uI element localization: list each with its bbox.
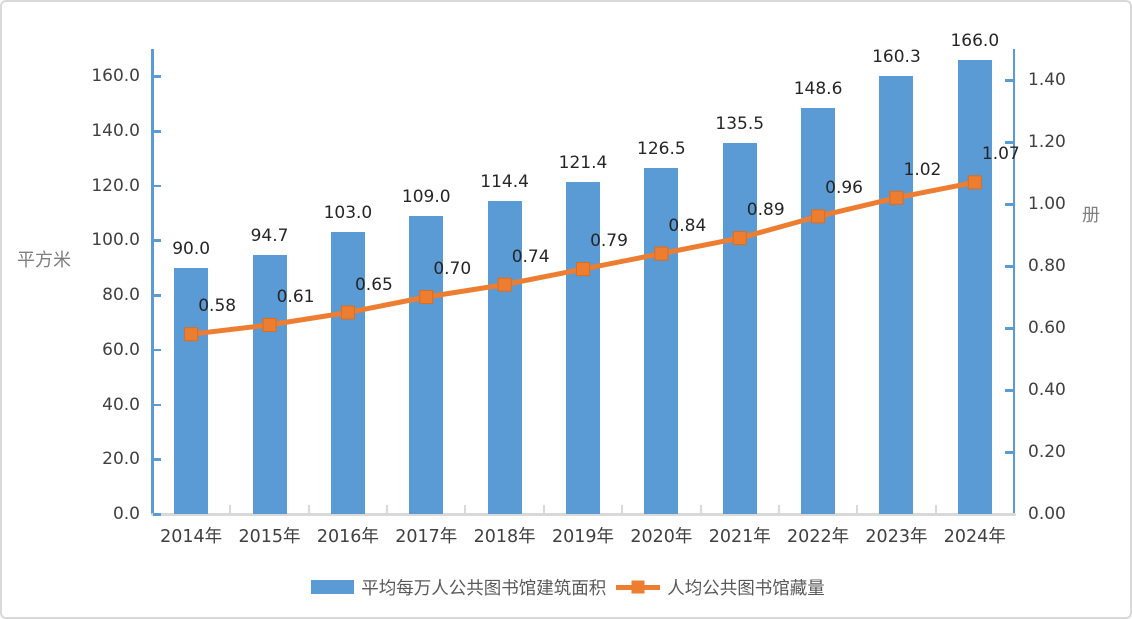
right-axis-tick (1005, 265, 1013, 268)
x-axis-label: 2020年 (630, 527, 693, 547)
x-axis-label: 2019年 (551, 527, 615, 547)
right-axis-tick-label: 0.00 (1028, 504, 1066, 524)
right-axis-tick-label: 0.60 (1028, 318, 1066, 338)
left-axis-title: 平方米 (17, 250, 71, 271)
line-value-label: 0.79 (590, 231, 628, 252)
left-axis-tick (153, 294, 161, 297)
legend-item-collection: 人均公共图书馆藏量 (616, 575, 825, 600)
bar-value-label: 166.0 (950, 30, 1000, 51)
x-axis-label: 2023年 (865, 527, 928, 547)
line-value-label: 0.61 (276, 286, 315, 307)
category-axis-tick (621, 505, 624, 513)
right-axis-tick-label: 0.40 (1028, 380, 1066, 400)
right-axis-tick-label: 1.00 (1028, 194, 1066, 214)
right-axis-tick-label: 0.80 (1028, 256, 1066, 276)
line-value-label: 0.58 (198, 296, 237, 317)
bar-value-label: 148.6 (793, 78, 843, 99)
right-axis-tick-label: 1.40 (1028, 70, 1066, 90)
x-axis-label: 2024年 (943, 527, 1006, 547)
left-axis-tick-label: 100.0 (91, 230, 140, 251)
x-axis-label: 2021年 (708, 527, 771, 547)
right-axis-tick (1005, 327, 1013, 330)
line-value-label: 0.84 (668, 215, 707, 236)
category-axis-tick (777, 505, 780, 513)
x-axis-label: 2022年 (787, 527, 850, 547)
left-axis-tick (153, 458, 161, 461)
left-axis-tick-label: 20.0 (102, 449, 140, 470)
line-value-label: 0.74 (511, 246, 550, 267)
left-value-axis (151, 49, 154, 514)
category-axis-tick (307, 505, 310, 513)
right-axis-tick (1005, 141, 1013, 144)
bar-value-label: 114.4 (480, 172, 529, 193)
x-axis-label: 2014年 (160, 527, 223, 547)
right-axis-title: 册 (1082, 205, 1100, 226)
line-marker-icon (631, 580, 645, 594)
category-axis-tick (386, 505, 389, 513)
category-axis (151, 513, 1016, 516)
left-axis-tick (153, 75, 161, 78)
x-axis-label: 2015年 (238, 527, 301, 547)
right-axis-tick-label: 1.20 (1028, 132, 1066, 152)
x-axis-label: 2018年 (473, 527, 536, 547)
right-axis-tick (1005, 79, 1013, 82)
bar-series-swatch-icon (311, 580, 355, 594)
bar-value-label: 109.0 (401, 186, 451, 207)
left-axis-tick-label: 140.0 (91, 121, 140, 142)
bar-value-label: 135.5 (715, 114, 765, 135)
bar-value-label: 94.7 (250, 225, 289, 246)
left-axis-tick (153, 239, 161, 242)
line-series-swatch-icon (616, 580, 661, 594)
line-value-label: 1.02 (903, 159, 942, 180)
legend-item-building-area: 平均每万人公共图书馆建筑面积 (311, 575, 606, 600)
legend-label-collection: 人均公共图书馆藏量 (667, 578, 825, 599)
bar-value-label: 126.5 (637, 138, 686, 159)
category-axis-tick (934, 505, 937, 513)
right-axis-tick (1005, 389, 1013, 392)
line-value-label: 0.70 (433, 259, 472, 279)
bar-value-label: 121.4 (558, 152, 608, 173)
left-axis-tick-label: 160.0 (91, 66, 140, 87)
right-axis-tick (1005, 451, 1013, 454)
left-axis-tick (153, 184, 161, 188)
line-value-label: 0.96 (825, 178, 863, 199)
category-axis-tick (699, 505, 702, 513)
bar-2021年 (722, 143, 757, 514)
line-value-label: 0.65 (354, 274, 393, 295)
bar-value-label: 103.0 (323, 203, 373, 224)
left-axis-tick-label: 0.0 (112, 504, 140, 524)
left-axis-tick (153, 130, 161, 133)
left-axis-tick-label: 60.0 (102, 339, 140, 360)
legend-label-building-area: 平均每万人公共图书馆建筑面积 (361, 578, 607, 599)
x-axis-label: 2016年 (316, 527, 379, 547)
line-value-label: 0.89 (746, 200, 785, 221)
left-axis-tick (153, 348, 161, 352)
bar-2022年 (801, 107, 836, 514)
category-axis-tick (464, 505, 467, 513)
right-axis-tick (1005, 203, 1013, 206)
left-axis-tick (153, 403, 161, 407)
bar-value-label: 160.3 (872, 46, 921, 67)
left-axis-tick-label: 40.0 (102, 394, 140, 415)
right-axis-tick-label: 0.20 (1028, 442, 1066, 462)
category-axis-tick (229, 505, 232, 513)
category-axis-tick (856, 505, 859, 513)
left-axis-tick-label: 80.0 (102, 285, 140, 306)
bar-2024年 (957, 59, 992, 514)
bar-2023年 (879, 75, 914, 514)
right-value-axis (1012, 49, 1015, 514)
x-axis-label: 2017年 (395, 527, 458, 547)
legend: 平均每万人公共图书馆建筑面积 人均公共图书馆藏量 (2, 572, 1130, 602)
bar-value-label: 90.0 (172, 238, 211, 259)
left-axis-tick (153, 513, 161, 516)
category-axis-tick (542, 505, 545, 513)
left-axis-tick-label: 120.0 (91, 175, 140, 196)
line-value-label: 1.07 (981, 144, 1020, 165)
